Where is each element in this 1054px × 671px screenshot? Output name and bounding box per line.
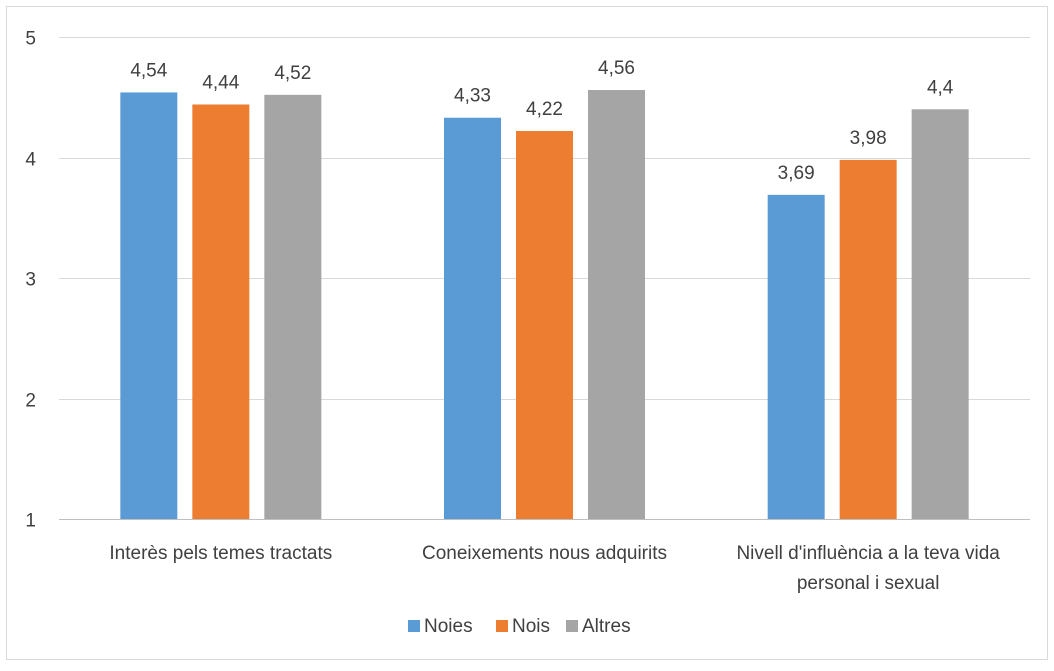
bar-nois-2 [516, 130, 573, 520]
y-tick-label: 4 [25, 150, 36, 171]
category-label: Coneixements nous adquirits [422, 543, 667, 564]
y-tick-label: 2 [25, 391, 36, 412]
legend-label-altres: Altres [582, 616, 631, 637]
bar-noies-2 [444, 117, 501, 520]
bar-nois-1 [192, 104, 250, 519]
data-label: 4,56 [598, 58, 635, 79]
category-label: Interès pels temes tractats [109, 543, 332, 564]
bar-nois-3 [839, 159, 897, 519]
data-label: 4,4 [927, 77, 954, 98]
x-axis-categories: Interès pels temes tractats Coneixements … [109, 543, 1000, 594]
legend-label-nois: Nois [512, 616, 550, 637]
data-label: 3,69 [778, 163, 815, 184]
category-label: Nivell d'influència a la teva vida person… [736, 543, 1000, 594]
y-tick-label: 1 [25, 511, 36, 532]
bar-altres-1 [264, 94, 322, 519]
y-tick-label: 3 [25, 270, 36, 291]
legend-swatch-noies [408, 620, 420, 632]
legend: Noies Nois Altres [408, 616, 631, 637]
legend-label-noies: Noies [424, 616, 473, 637]
bar-altres-2 [588, 90, 645, 520]
data-label: 3,98 [850, 128, 887, 149]
y-tick-label: 5 [25, 29, 36, 50]
y-axis-ticks: 1 2 3 4 5 [25, 29, 36, 532]
bar-noies-3 [767, 194, 825, 520]
legend-swatch-altres [566, 620, 578, 632]
bar-noies-1 [120, 92, 178, 520]
data-label: 4,44 [202, 72, 239, 93]
data-label: 4,33 [454, 86, 491, 107]
bars [120, 90, 969, 520]
data-label: 4,22 [526, 99, 563, 120]
data-labels: 4,54 4,33 3,69 4,44 4,22 3,98 4,52 4,56 4,4 [130, 58, 953, 184]
data-label: 4,54 [130, 60, 167, 81]
legend-swatch-nois [496, 620, 508, 632]
bar-altres-3 [911, 109, 969, 520]
data-label: 4,52 [274, 63, 311, 84]
